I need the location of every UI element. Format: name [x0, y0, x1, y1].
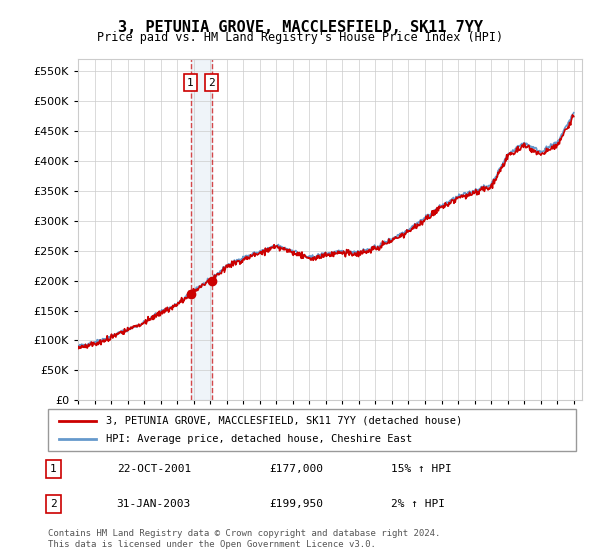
Text: 3, PETUNIA GROVE, MACCLESFIELD, SK11 7YY: 3, PETUNIA GROVE, MACCLESFIELD, SK11 7YY	[118, 20, 482, 35]
Text: 3, PETUNIA GROVE, MACCLESFIELD, SK11 7YY (detached house): 3, PETUNIA GROVE, MACCLESFIELD, SK11 7YY…	[106, 416, 463, 426]
Text: 1: 1	[50, 464, 56, 474]
Text: 1: 1	[187, 78, 194, 88]
Text: 2: 2	[50, 499, 56, 509]
Text: 15% ↑ HPI: 15% ↑ HPI	[391, 464, 452, 474]
Text: £177,000: £177,000	[270, 464, 324, 474]
Text: 2% ↑ HPI: 2% ↑ HPI	[391, 499, 445, 509]
Text: £199,950: £199,950	[270, 499, 324, 509]
Text: 31-JAN-2003: 31-JAN-2003	[116, 499, 191, 509]
Text: Contains HM Land Registry data © Crown copyright and database right 2024.
This d: Contains HM Land Registry data © Crown c…	[48, 529, 440, 549]
Text: 2: 2	[208, 78, 215, 88]
FancyBboxPatch shape	[48, 409, 576, 451]
Text: Price paid vs. HM Land Registry's House Price Index (HPI): Price paid vs. HM Land Registry's House …	[97, 31, 503, 44]
Text: 22-OCT-2001: 22-OCT-2001	[116, 464, 191, 474]
Text: HPI: Average price, detached house, Cheshire East: HPI: Average price, detached house, Ches…	[106, 434, 412, 444]
Bar	[191, 59, 212, 400]
